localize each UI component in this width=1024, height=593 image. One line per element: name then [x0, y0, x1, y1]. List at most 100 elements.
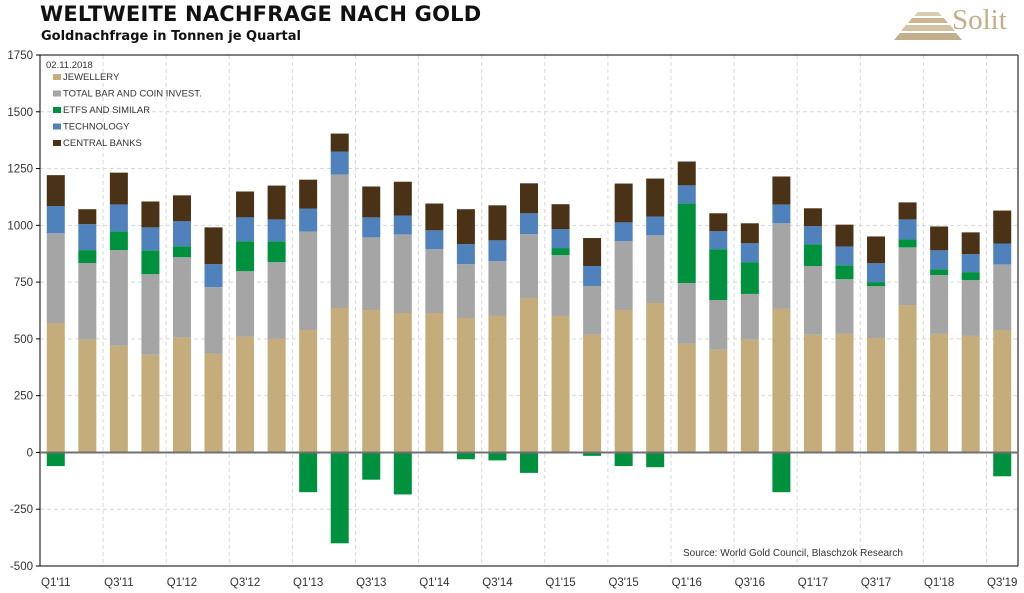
bar-technology-21 — [677, 185, 696, 204]
bar-technology-5 — [172, 221, 191, 247]
bar-central-banks-27 — [867, 236, 886, 264]
bar-etfs-and-similar-8 — [267, 241, 286, 263]
bar-technology-28 — [898, 219, 917, 240]
x-tick-label: Q3'13 — [356, 577, 386, 589]
x-tick-label: Q1'11 — [41, 577, 70, 589]
bar-etfs-and-similar-29 — [930, 269, 949, 276]
grid-lines — [40, 55, 1018, 566]
bar-technology-31 — [993, 243, 1012, 265]
x-tick-label: Q1'12 — [167, 577, 197, 589]
bar-etfs-and-similar-30 — [961, 272, 980, 281]
bar-jewellery-29 — [930, 333, 949, 453]
x-tick-label: Q3'15 — [608, 577, 638, 589]
bar-jewellery-13 — [425, 312, 444, 453]
bar-central-banks-14 — [456, 209, 475, 245]
x-tick-label: Q1'18 — [924, 577, 954, 589]
bar-jewellery-23 — [740, 339, 759, 453]
x-tick-label: Q3'17 — [861, 577, 891, 589]
legend-label: ETFS AND SIMILAR — [63, 105, 150, 116]
bar-technology-22 — [709, 231, 728, 250]
bar-total-bar-and-coin-invest-18 — [583, 285, 602, 335]
bar-etfs-and-similar-2 — [78, 250, 97, 264]
bar-technology-24 — [772, 204, 791, 224]
bar-total-bar-and-coin-invest-30 — [961, 280, 980, 336]
bar-jewellery-28 — [898, 305, 917, 453]
bar-jewellery-2 — [78, 339, 97, 453]
legend-swatch — [53, 123, 61, 130]
bar-jewellery-5 — [172, 337, 191, 453]
bar-technology-11 — [362, 217, 381, 238]
bar-total-bar-and-coin-invest-27 — [867, 286, 886, 338]
bar-central-banks-29 — [930, 226, 949, 251]
bar-jewellery-10 — [330, 308, 349, 453]
bar-technology-3 — [109, 204, 128, 232]
bar-total-bar-and-coin-invest-28 — [898, 247, 917, 306]
bar-jewellery-9 — [299, 330, 318, 453]
bar-etfs-and-similar-28 — [898, 239, 917, 248]
bar-jewellery-12 — [393, 312, 412, 453]
bar-technology-26 — [835, 246, 854, 266]
y-tick-label: 1000 — [7, 220, 33, 232]
bar-technology-25 — [803, 226, 822, 245]
bar-central-banks-5 — [172, 195, 191, 222]
bar-central-banks-9 — [299, 179, 318, 209]
bar-jewellery-19 — [614, 310, 633, 453]
bar-central-banks-19 — [614, 183, 633, 223]
bar-jewellery-17 — [551, 315, 570, 453]
bar-technology-17 — [551, 229, 570, 249]
bar-central-banks-26 — [835, 224, 854, 247]
bar-central-banks-1 — [46, 175, 65, 207]
bar-central-banks-24 — [772, 176, 791, 205]
legend-label: TECHNOLOGY — [63, 122, 130, 133]
legend-label: CENTRAL BANKS — [63, 138, 142, 149]
legend: 02.11.2018 JEWELLERY TOTAL BAR AND COIN I… — [46, 60, 202, 149]
bar-total-bar-and-coin-invest-10 — [330, 174, 349, 309]
bar-technology-18 — [583, 265, 602, 286]
bar-etfs-and-similar-22 — [709, 249, 728, 301]
y-tick-label: -500 — [10, 561, 33, 573]
bar-total-bar-and-coin-invest-19 — [614, 241, 633, 311]
bar-etfs-and-similar-16 — [520, 452, 538, 473]
bar-total-bar-and-coin-invest-24 — [772, 223, 791, 309]
bar-total-bar-and-coin-invest-31 — [993, 264, 1012, 331]
bar-technology-6 — [204, 264, 223, 288]
bar-jewellery-14 — [456, 317, 475, 453]
bar-total-bar-and-coin-invest-26 — [835, 279, 854, 334]
bar-central-banks-18 — [583, 238, 602, 266]
bar-jewellery-11 — [362, 310, 381, 453]
bar-technology-10 — [330, 151, 349, 175]
y-tick-label: 0 — [27, 447, 33, 459]
bar-jewellery-6 — [204, 353, 223, 453]
bar-total-bar-and-coin-invest-20 — [646, 235, 665, 304]
bar-etfs-and-similar-12 — [393, 452, 412, 495]
bar-etfs-and-similar-20 — [646, 452, 665, 468]
legend-swatch — [53, 90, 61, 97]
bar-etfs-and-similar-24 — [772, 452, 791, 493]
bar-technology-20 — [646, 216, 665, 236]
bar-total-bar-and-coin-invest-5 — [172, 257, 191, 338]
bar-etfs-and-similar-27 — [867, 282, 886, 287]
bar-total-bar-and-coin-invest-9 — [299, 231, 318, 331]
x-tick-label: Q1'16 — [672, 577, 702, 589]
chart-title: WELTWEITE NACHFRAGE NACH GOLD — [40, 2, 482, 26]
legend-swatch — [53, 140, 61, 146]
x-tick-label: Q1'15 — [545, 577, 575, 589]
y-tick-label: -250 — [10, 504, 33, 516]
bar-etfs-and-similar-1 — [46, 452, 65, 467]
bar-central-banks-22 — [709, 213, 728, 232]
x-tick-label: Q3'14 — [482, 577, 513, 589]
bar-total-bar-and-coin-invest-17 — [551, 255, 570, 316]
bar-etfs-and-similar-19 — [614, 452, 633, 467]
bar-total-bar-and-coin-invest-7 — [236, 271, 255, 337]
bar-central-banks-8 — [267, 185, 286, 220]
bar-etfs-and-similar-3 — [109, 231, 128, 251]
bar-jewellery-1 — [46, 322, 65, 453]
bar-jewellery-18 — [583, 334, 602, 453]
x-tick-label: Q3'16 — [735, 577, 765, 589]
bar-central-banks-16 — [520, 183, 538, 214]
bar-jewellery-22 — [709, 349, 728, 453]
logo-text: Solit — [952, 4, 1007, 36]
date-label: 02.11.2018 — [46, 60, 93, 71]
bar-total-bar-and-coin-invest-16 — [520, 234, 538, 299]
